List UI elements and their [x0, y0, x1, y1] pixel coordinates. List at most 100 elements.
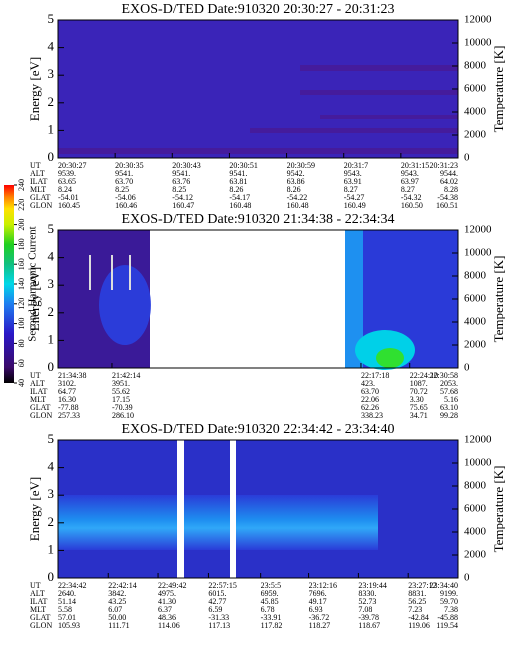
row-label: ILAT	[30, 387, 47, 396]
table-cell: 42.77	[208, 597, 226, 606]
table-cell: 48.36	[158, 613, 176, 622]
table-cell: 3102.	[58, 379, 76, 388]
y-tick-label: 3	[48, 66, 55, 81]
table-cell: 160.46	[115, 201, 137, 210]
spectrogram-band	[300, 90, 458, 95]
row-label: ALT	[30, 379, 45, 388]
table-cell: 22.06	[361, 395, 379, 404]
table-cell: 9541.	[172, 169, 190, 178]
table-cell: 1087.	[410, 379, 428, 388]
row-label: UT	[30, 161, 41, 170]
row-label: MLT	[30, 605, 46, 614]
table-cell: 160.51	[436, 201, 458, 210]
row-label: MLT	[30, 185, 46, 194]
table-cell: 22:24:10	[410, 371, 438, 380]
colorbar-tick-label: 240	[17, 179, 26, 191]
table-cell: 9541.	[229, 169, 247, 178]
table-cell: 9543.	[401, 169, 419, 178]
table-cell: 118.27	[309, 621, 331, 630]
panel-title: EXOS-D/TED Date:910320 21:34:38 - 22:34:…	[122, 212, 395, 227]
table-cell: 22:30:58	[430, 371, 458, 380]
colorbar-tick-label: 40	[17, 379, 26, 387]
row-label: UT	[30, 371, 41, 380]
table-cell: 7.08	[358, 605, 372, 614]
table-cell: 9199.	[440, 589, 458, 598]
table-cell: 63.10	[440, 403, 458, 412]
table-cell: 41.30	[158, 597, 176, 606]
table-cell: 63.86	[287, 177, 305, 186]
table-cell: 114.06	[158, 621, 180, 630]
table-cell: 6.78	[261, 605, 275, 614]
table-cell: 160.48	[229, 201, 251, 210]
y2-tick-label: 10000	[464, 457, 492, 469]
table-cell: 62.26	[361, 403, 379, 412]
y2-tick-label: 2000	[464, 549, 487, 561]
table-cell: 63.65	[58, 177, 76, 186]
colorbar-tick-label: 60	[17, 359, 26, 367]
table-cell: 2640.	[58, 589, 76, 598]
table-cell: 423.	[361, 379, 375, 388]
y-tick-label: 3	[48, 486, 55, 501]
table-cell: 118.67	[358, 621, 380, 630]
table-cell: 3951.	[112, 379, 130, 388]
y2-tick-label: 12000	[464, 434, 492, 446]
colorbar-tick-label: 80	[17, 339, 26, 347]
table-cell: 59.70	[440, 597, 458, 606]
y-tick-label: 4	[48, 249, 55, 264]
row-label: ALT	[30, 589, 45, 598]
table-cell: 22:57:15	[208, 581, 236, 590]
table-cell: 21:42:14	[112, 371, 140, 380]
y-axis-label: Energy [eV]	[27, 267, 42, 331]
y2-tick-label: 0	[464, 572, 470, 584]
table-cell: 45.85	[261, 597, 279, 606]
table-cell: 20:30:59	[287, 161, 315, 170]
row-label: GLAT	[30, 403, 51, 412]
table-cell: 64.77	[58, 387, 76, 396]
table-cell: 51.14	[58, 597, 76, 606]
table-cell: 75.65	[410, 403, 428, 412]
table-cell: 160.49	[344, 201, 366, 210]
table-cell: 8831.	[408, 589, 426, 598]
y-tick-label: 5	[48, 11, 55, 26]
table-cell: 23:12:16	[309, 581, 337, 590]
y2-tick-label: 6000	[464, 83, 487, 95]
row-label: GLAT	[30, 613, 51, 622]
table-cell: 8.24	[58, 185, 72, 194]
table-cell: 105.93	[58, 621, 80, 630]
table-cell: 64.02	[440, 177, 458, 186]
table-cell: 34.71	[410, 411, 428, 420]
table-cell: 3.30	[410, 395, 424, 404]
y2-tick-label: 4000	[464, 316, 487, 328]
table-cell: 22:42:14	[108, 581, 136, 590]
table-cell: 9542.	[287, 169, 305, 178]
spectrogram-band	[250, 128, 458, 133]
y-tick-label: 5	[48, 431, 55, 446]
table-cell: -70.39	[112, 403, 133, 412]
table-cell: 20:30:51	[229, 161, 257, 170]
y-tick-label: 1	[48, 121, 55, 136]
spectrogram-gap	[230, 440, 236, 578]
spectrogram-band	[300, 65, 458, 71]
table-cell: 21:34:38	[58, 371, 86, 380]
table-cell: 6.07	[108, 605, 122, 614]
colorbar-tick-label: 200	[17, 219, 26, 231]
table-cell: -77.88	[58, 403, 79, 412]
table-cell: 6.59	[208, 605, 222, 614]
y2-tick-label: 4000	[464, 106, 487, 118]
table-cell: 6015.	[208, 589, 226, 598]
table-cell: 8.28	[444, 185, 458, 194]
table-cell: 8.27	[401, 185, 415, 194]
table-cell: -54.22	[287, 193, 308, 202]
table-cell: -54.17	[229, 193, 250, 202]
colorbar-tick-label: 140	[17, 278, 26, 290]
table-cell: 99.28	[440, 411, 458, 420]
spectrogram	[58, 20, 458, 158]
table-cell: -54.06	[115, 193, 136, 202]
row-label: ILAT	[30, 597, 47, 606]
table-cell: 338.23	[361, 411, 383, 420]
table-cell: 16.30	[58, 395, 76, 404]
table-cell: 6.93	[309, 605, 323, 614]
y2-tick-label: 2000	[464, 339, 487, 351]
table-cell: 6959.	[261, 589, 279, 598]
